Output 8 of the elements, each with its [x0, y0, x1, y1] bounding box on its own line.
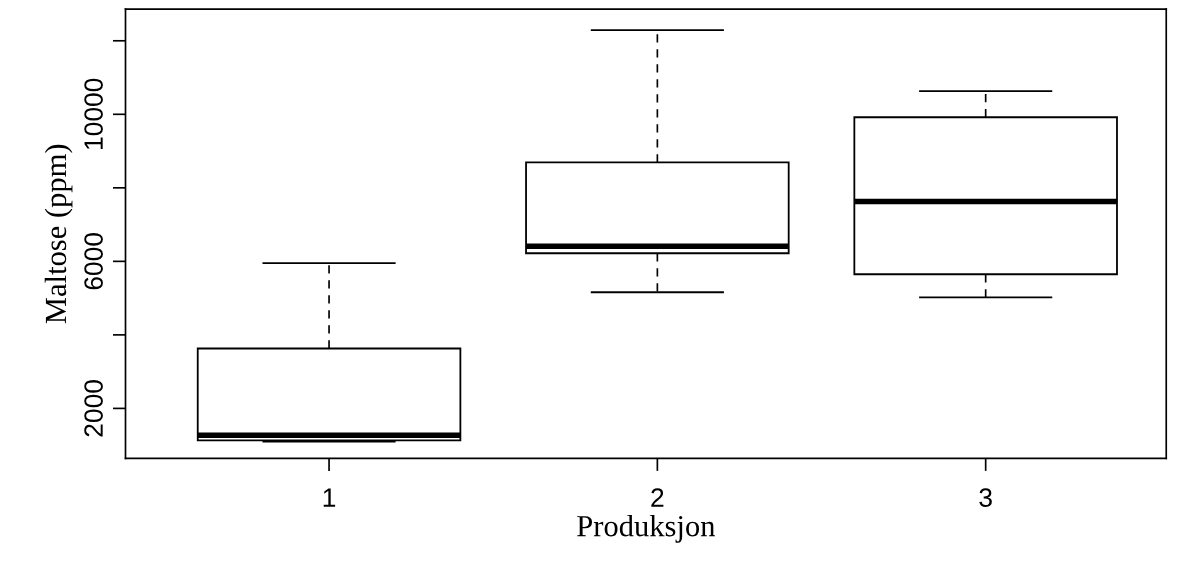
x-tick-label: 2: [651, 488, 664, 507]
x-tick-label: 1: [323, 488, 336, 507]
y-tick-label: 10000: [84, 78, 103, 149]
x-axis-title: Produksjon: [577, 514, 716, 543]
y-tick-label: 6000: [84, 233, 103, 290]
y-tick-label: 2000: [84, 380, 103, 437]
x-tick-label: 3: [979, 488, 992, 507]
y-axis-title: Maltose (ppm): [44, 144, 73, 324]
